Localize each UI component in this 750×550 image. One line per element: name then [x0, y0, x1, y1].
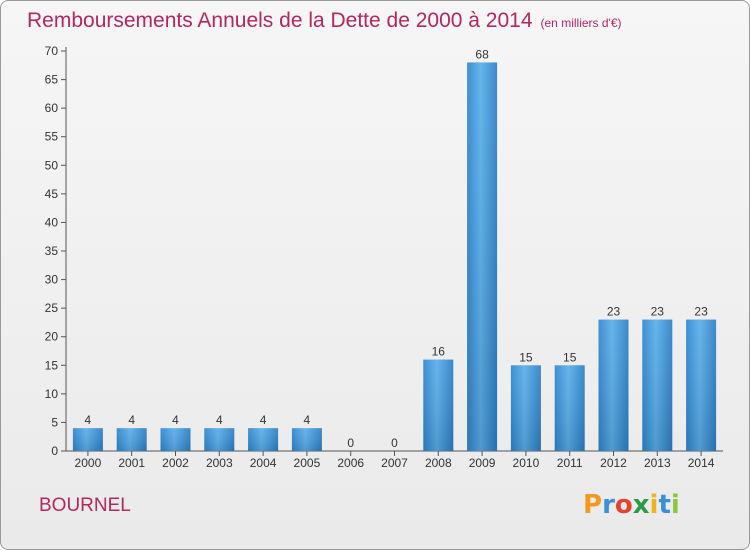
x-tick-label-2007: 2007: [381, 456, 408, 470]
chart-unit: (en milliers d'€): [540, 16, 622, 30]
y-tick-label: 35: [45, 244, 59, 258]
bar-shade-2004: [248, 428, 279, 451]
data-label-2002: 4: [172, 413, 179, 427]
y-tick-label: 50: [45, 158, 59, 172]
y-tick-label: 60: [45, 101, 59, 115]
x-tick-label-2013: 2013: [644, 456, 671, 470]
data-label-2009: 68: [475, 47, 489, 61]
logo-letter: i: [649, 490, 659, 520]
data-label-2003: 4: [216, 413, 223, 427]
x-tick-label-2009: 2009: [469, 456, 496, 470]
place-name: BOURNEL: [39, 495, 131, 516]
bar-shade-2012: [598, 319, 629, 451]
y-tick-label: 40: [45, 215, 59, 229]
y-tick-label: 0: [51, 444, 58, 458]
data-label-2006: 0: [347, 436, 354, 450]
y-tick-label: 70: [45, 44, 59, 58]
logo-letter: t: [658, 490, 671, 520]
bar-shade-2000: [72, 428, 103, 451]
x-tick-label-2011: 2011: [557, 456, 583, 470]
y-tick-label: 25: [45, 301, 59, 315]
y-tick-label: 55: [45, 130, 59, 144]
x-tick-label-2003: 2003: [206, 456, 233, 470]
x-tick-label-2008: 2008: [425, 456, 452, 470]
y-tick-label: 45: [45, 187, 59, 201]
data-label-2011: 15: [563, 350, 577, 364]
data-label-2004: 4: [260, 413, 267, 427]
bar-shade-2009: [467, 62, 498, 452]
bar-shade-2001: [116, 428, 147, 451]
logo-letter: x: [632, 490, 650, 520]
chart-bars: [72, 62, 717, 452]
bar-shade-2011: [554, 365, 585, 451]
x-tick-label-2004: 2004: [250, 456, 277, 470]
x-tick-label-2002: 2002: [162, 456, 189, 470]
bar-shade-2002: [160, 428, 191, 451]
data-label-2000: 4: [85, 413, 92, 427]
data-label-2007: 0: [391, 436, 398, 450]
data-label-2005: 4: [304, 413, 311, 427]
bar-shade-2010: [510, 365, 541, 451]
data-label-2001: 4: [128, 413, 135, 427]
bar-shade-2005: [291, 428, 322, 451]
bar-shade-2003: [204, 428, 235, 451]
proxiti-logo: Proxiti: [583, 490, 680, 520]
bar-shade-2014: [686, 319, 717, 451]
logo-letter: P: [583, 490, 603, 520]
y-tick-label: 5: [51, 415, 58, 429]
y-tick-label: 10: [45, 387, 59, 401]
x-tick-label-2005: 2005: [294, 456, 321, 470]
chart-title: Remboursements Annuels de la Dette de 20…: [27, 9, 622, 33]
x-tick-label-2012: 2012: [600, 456, 627, 470]
y-tick-label: 65: [45, 73, 59, 87]
bar-shade-2008: [423, 359, 454, 451]
y-tick-label: 20: [45, 330, 59, 344]
data-label-2013: 23: [651, 305, 665, 319]
x-tick-label-2006: 2006: [337, 456, 364, 470]
x-tick-label-2000: 2000: [75, 456, 102, 470]
bar-shade-2013: [642, 319, 673, 451]
y-tick-label: 30: [45, 273, 59, 287]
chart-data-labels: 4 4 4 4 4 4 0 0 16 68 15 15 23 23 23: [85, 47, 709, 450]
chart-title-text: Remboursements Annuels de la Dette de 20…: [27, 9, 533, 32]
logo-letter: o: [614, 490, 633, 520]
data-label-2014: 23: [694, 305, 708, 319]
data-label-2012: 23: [607, 305, 621, 319]
x-tick-label-2014: 2014: [688, 456, 715, 470]
logo-letter: r: [602, 490, 615, 520]
y-tick-label: 15: [45, 358, 59, 372]
x-tick-label-2001: 2001: [118, 456, 145, 470]
logo-letter: i: [670, 490, 680, 520]
x-tick-label-2010: 2010: [513, 456, 540, 470]
data-label-2008: 16: [432, 345, 446, 359]
data-label-2010: 15: [519, 350, 533, 364]
